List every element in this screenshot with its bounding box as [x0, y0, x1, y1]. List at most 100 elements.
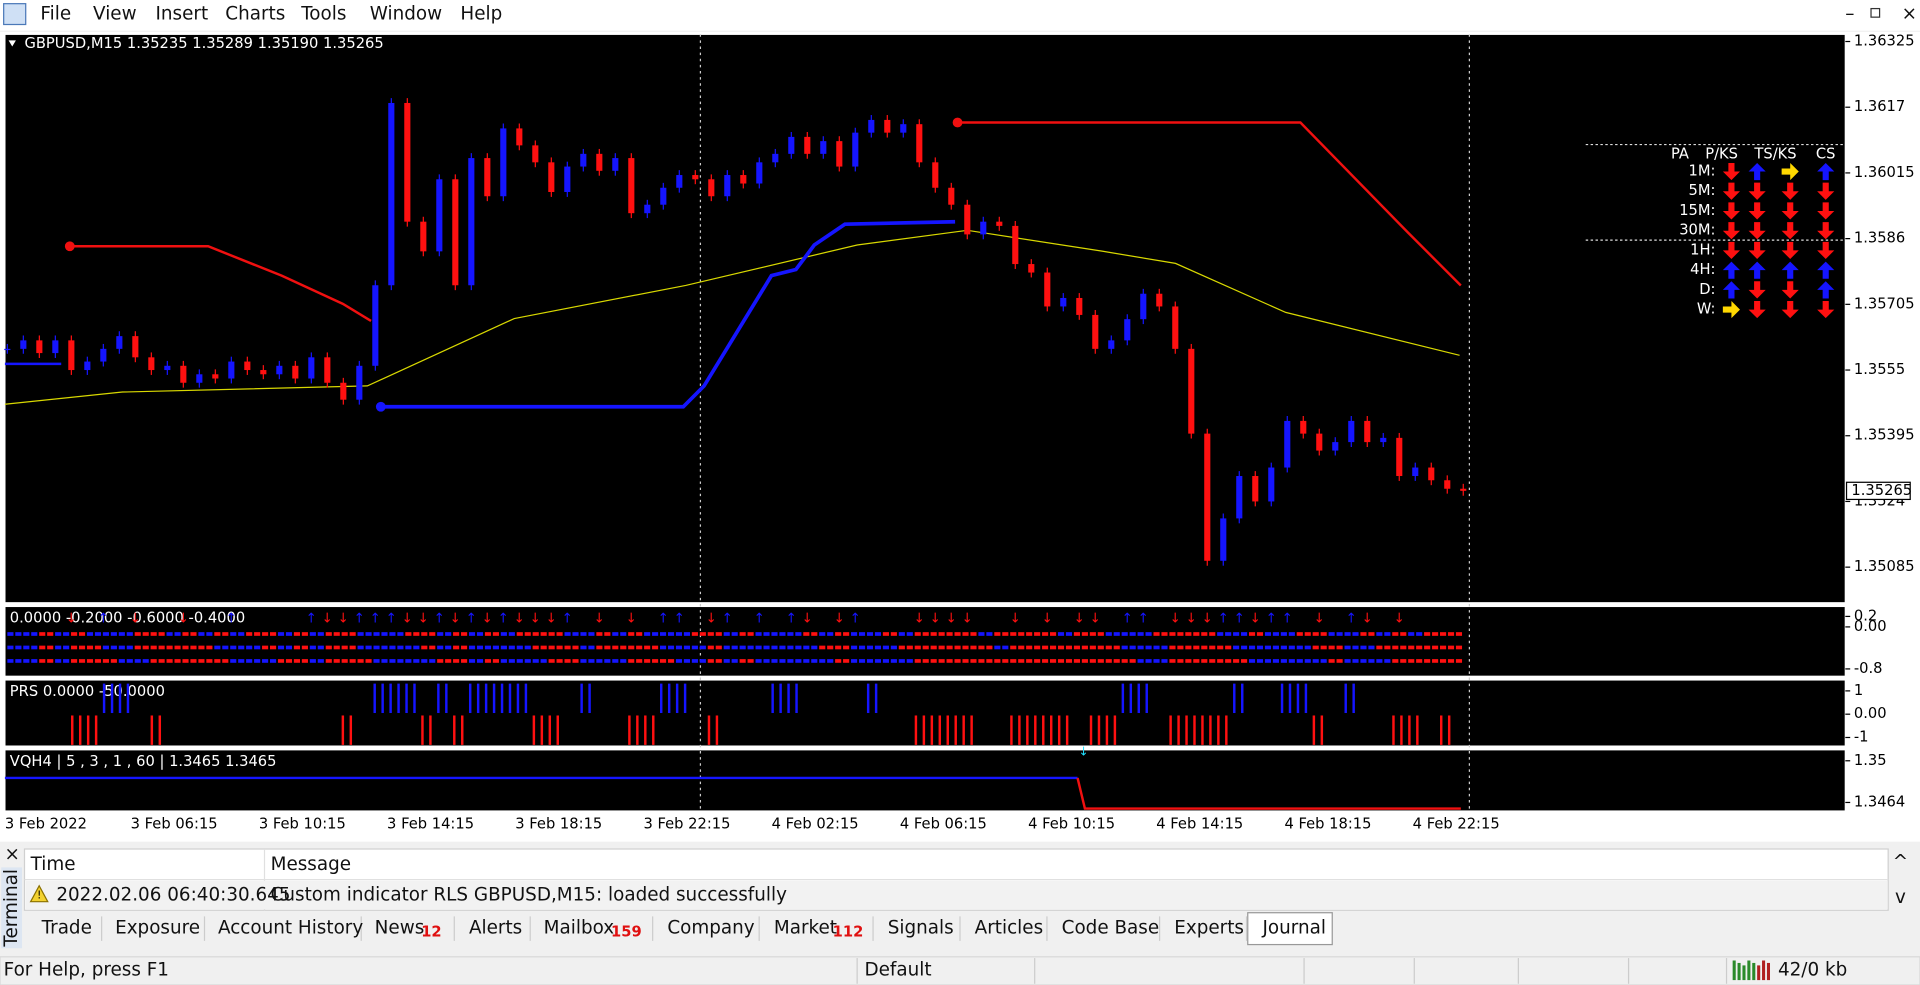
terminal-tab[interactable]: Trade — [41, 918, 92, 939]
candle-body — [644, 204, 651, 214]
signal-dash — [946, 645, 953, 650]
terminal-tab[interactable]: Market — [774, 918, 837, 939]
signal-dash — [858, 659, 866, 663]
signal-dash — [1145, 632, 1152, 636]
prs-bar — [524, 683, 528, 714]
signal-dash — [675, 645, 683, 650]
signal-dash — [476, 645, 484, 650]
prs-bar — [1447, 715, 1451, 745]
signal-dash — [890, 645, 897, 650]
signal-dash — [1057, 632, 1065, 636]
terminal-tab[interactable]: Alerts — [469, 918, 522, 939]
terminal-tab[interactable]: Experts — [1174, 918, 1244, 939]
menu-bar — [0, 0, 1920, 31]
candle-body — [1268, 467, 1275, 502]
restore[interactable] — [1870, 7, 1881, 18]
signal-dash — [636, 659, 643, 663]
candle-body — [484, 158, 491, 197]
prs-bar — [405, 683, 408, 714]
signal-dash — [1328, 632, 1335, 636]
signal-dash — [1280, 659, 1287, 663]
signal-dash — [1264, 659, 1272, 663]
signal-dash — [620, 659, 627, 663]
terminal-tab[interactable]: Account History — [218, 918, 363, 939]
prs-bar — [1113, 715, 1117, 745]
menu-item[interactable]: Insert — [156, 4, 209, 25]
prs-bar — [660, 683, 663, 714]
terminal-tab[interactable]: Journal — [1261, 918, 1325, 939]
signal-dash — [198, 632, 205, 636]
menu-item[interactable]: Window — [370, 4, 442, 25]
signal-dash — [755, 645, 762, 650]
signal-dash — [612, 645, 619, 650]
signal-dash — [357, 645, 364, 650]
signal-dash — [1010, 632, 1017, 636]
signal-dash — [1105, 645, 1112, 650]
trend-arrow — [1817, 301, 1835, 319]
candle-body — [1300, 420, 1307, 434]
terminal-tab[interactable]: Code Base — [1062, 918, 1160, 939]
signal-dash — [1010, 645, 1017, 650]
menu-item[interactable]: File — [40, 4, 71, 25]
terminal-tab[interactable]: Exposure — [115, 918, 200, 939]
signal-dash — [1153, 659, 1160, 663]
candle-body — [1156, 293, 1163, 307]
signal-dash — [858, 632, 866, 636]
signal-dash — [365, 632, 372, 636]
candle-body — [388, 102, 395, 286]
journal-row[interactable] — [25, 880, 1887, 910]
candle-body — [164, 365, 171, 371]
prs-bar — [158, 715, 162, 745]
traffic-bar — [1766, 962, 1770, 981]
terminal-tab[interactable]: Signals — [888, 918, 954, 939]
close[interactable]: × — [1902, 4, 1917, 25]
y-tick-label: 1.3555 — [1854, 361, 1905, 378]
scroll-down[interactable]: v — [1895, 887, 1906, 908]
tab-count: 12 — [421, 923, 441, 940]
scroll-up[interactable]: ^ — [1893, 851, 1908, 872]
prs-bar — [1209, 715, 1212, 745]
terminal-side-label: Terminal — [1, 869, 22, 948]
signal-dash — [667, 659, 675, 663]
minimize[interactable]: – — [1845, 4, 1854, 25]
signal-dash — [819, 645, 826, 650]
terminal-tab[interactable]: News — [375, 918, 425, 939]
menu-item[interactable]: Tools — [300, 4, 346, 25]
signal-dash — [397, 645, 404, 650]
menu-item[interactable]: Help — [460, 4, 502, 25]
menu-item[interactable]: Charts — [225, 4, 285, 25]
signal-dash — [476, 632, 484, 636]
terminal-side-tab — [1, 867, 23, 949]
signal-dash — [660, 659, 667, 663]
signal-dash — [309, 632, 316, 636]
signal-dash — [190, 645, 197, 650]
trend-arrow — [1781, 241, 1799, 259]
signal-dash — [492, 632, 499, 636]
terminal-tab[interactable]: Mailbox — [544, 918, 615, 939]
signal-dash — [492, 645, 499, 650]
candle-body — [1348, 420, 1355, 443]
signal-arrow: ↑ — [1282, 611, 1293, 627]
prs-bar — [1233, 683, 1236, 714]
terminal-tab[interactable]: Company — [667, 918, 754, 939]
signal-dash — [7, 659, 14, 663]
signal-dash — [71, 659, 78, 663]
signal-dash — [15, 632, 22, 636]
terminal-tab[interactable]: Articles — [975, 918, 1043, 939]
signal-dash — [922, 659, 929, 663]
signal-dash — [811, 632, 818, 636]
signal-dash — [636, 645, 643, 650]
close-terminal[interactable]: × — [5, 844, 20, 865]
y-tick-label: 0.00 — [1854, 705, 1887, 722]
signal-dash — [954, 659, 961, 663]
signal-dash — [508, 632, 515, 636]
candle-body — [116, 336, 123, 349]
collapse-arrow[interactable] — [8, 40, 16, 47]
prs-bar — [484, 683, 488, 714]
menu-item[interactable]: View — [93, 4, 137, 25]
signal-dash — [1026, 659, 1033, 663]
candle-body — [1172, 306, 1179, 349]
signal-dash — [636, 632, 643, 636]
active-tab[interactable] — [1247, 912, 1333, 946]
signal-dash — [23, 645, 30, 650]
